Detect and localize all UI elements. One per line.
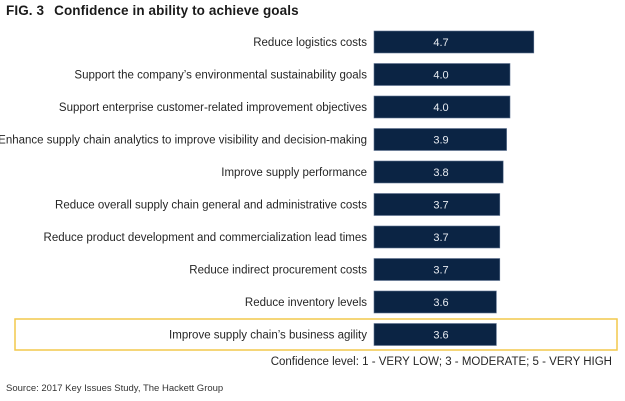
bar-row: Improve supply performance 3.8 bbox=[221, 160, 504, 184]
category-label: Improve supply chain’s business agility bbox=[169, 330, 367, 342]
value-label: 4.7 bbox=[433, 37, 448, 49]
bar-row: Enhance supply chain analytics to improv… bbox=[0, 128, 507, 151]
bars-layer: Reduce logistics costs 4.7 Support the com… bbox=[0, 30, 535, 346]
value-label: 3.6 bbox=[433, 330, 448, 342]
bar bbox=[373, 323, 497, 346]
value-label: 3.8 bbox=[433, 167, 448, 179]
category-label: Reduce inventory levels bbox=[245, 297, 367, 309]
bar bbox=[373, 128, 507, 151]
value-label: 4.0 bbox=[433, 102, 448, 114]
figure-number: FIG. 3 bbox=[6, 3, 45, 18]
category-label: Enhance supply chain analytics to improv… bbox=[0, 135, 367, 147]
value-label: 3.9 bbox=[433, 135, 448, 147]
bar-row: Reduce indirect procurement costs 3.7 bbox=[189, 258, 501, 281]
category-label: Reduce overall supply chain general and … bbox=[55, 200, 367, 212]
bar bbox=[373, 63, 511, 86]
category-label: Support enterprise customer-related impr… bbox=[59, 102, 367, 114]
value-label: 3.7 bbox=[433, 200, 448, 212]
bar-row: Reduce inventory levels 3.6 bbox=[245, 290, 497, 314]
bar bbox=[373, 95, 511, 119]
source-note: Source: 2017 Key Issues Study, The Hacke… bbox=[6, 383, 224, 394]
category-label: Improve supply performance bbox=[221, 167, 367, 179]
bar bbox=[373, 258, 501, 281]
value-label: 3.7 bbox=[433, 265, 448, 277]
figure-title: FIG. 3 Confidence in ability to achieve g… bbox=[6, 3, 299, 18]
category-label: Reduce product development and commercia… bbox=[44, 232, 368, 244]
category-label: Reduce indirect procurement costs bbox=[189, 265, 367, 277]
bar-row: Improve supply chain’s business agility 3… bbox=[169, 323, 497, 346]
value-label: 3.7 bbox=[433, 232, 448, 244]
bar bbox=[373, 160, 504, 184]
bar bbox=[373, 193, 501, 216]
bar-row: Support the company’s environmental sust… bbox=[74, 63, 511, 86]
bar-row: Reduce logistics costs 4.7 bbox=[253, 30, 535, 54]
highlight-box bbox=[14, 318, 618, 351]
bar-row: Support enterprise customer-related impr… bbox=[59, 95, 511, 119]
category-label: Reduce logistics costs bbox=[253, 37, 367, 49]
bar-row: Reduce product development and commercia… bbox=[44, 225, 501, 249]
bar bbox=[373, 225, 501, 249]
value-label: 4.0 bbox=[433, 70, 448, 82]
bar bbox=[373, 30, 535, 54]
bar bbox=[373, 290, 497, 314]
value-label: 3.6 bbox=[433, 297, 448, 309]
figure-title-text: Confidence in ability to achieve goals bbox=[54, 3, 299, 18]
category-label: Support the company’s environmental sust… bbox=[74, 70, 367, 82]
bar-row: Reduce overall supply chain general and … bbox=[55, 193, 501, 216]
confidence-scale-note: Confidence level: 1 - VERY LOW; 3 - MODE… bbox=[270, 356, 612, 368]
